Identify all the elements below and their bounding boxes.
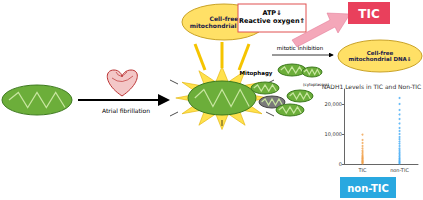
svg-text:NADH1 Levels in TIC and Non-TI: NADH1 Levels in TIC and Non-TIC xyxy=(322,83,422,90)
svg-text:mitotic inhibition: mitotic inhibition xyxy=(277,45,324,51)
svg-text:Mitophagy: Mitophagy xyxy=(240,70,273,77)
svg-text:Atrial fibrillation: Atrial fibrillation xyxy=(102,107,150,114)
svg-text:non-TIC: non-TIC xyxy=(390,167,409,173)
svg-text:non-TIC: non-TIC xyxy=(347,183,389,194)
svg-text:0: 0 xyxy=(339,161,342,167)
svg-text:TIC: TIC xyxy=(358,7,380,21)
svg-text:20,000: 20,000 xyxy=(325,101,343,107)
html-text:mitochondrial DNA⇑: mitochondrial DNA⇑ xyxy=(189,21,259,29)
svg-text:TIC: TIC xyxy=(357,167,367,173)
svg-text:10,000: 10,000 xyxy=(325,131,343,137)
svg-text:(cytoplasma): (cytoplasma) xyxy=(302,82,330,87)
html-text:Cell-free: Cell-free xyxy=(209,14,239,22)
svg-text:Cell-freemitochondrial DNA⇓: Cell-freemitochondrial DNA⇓ xyxy=(349,50,412,62)
svg-text:ATP⇓Reactive oxygen⇑: ATP⇓Reactive oxygen⇑ xyxy=(239,9,305,24)
